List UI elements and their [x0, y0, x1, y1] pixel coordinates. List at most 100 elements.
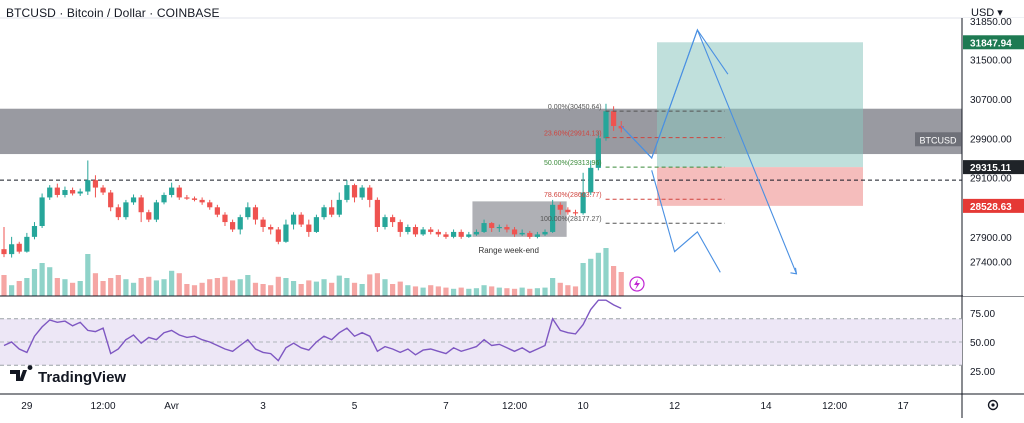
currency-selector[interactable]: USD ▾	[971, 6, 1003, 19]
candle-body	[565, 209, 571, 213]
volume-bar	[153, 280, 159, 296]
candle-body	[54, 187, 60, 195]
candle-body	[108, 192, 114, 208]
volume-bar	[62, 279, 68, 296]
volume-bar	[329, 282, 335, 296]
volume-bar	[542, 287, 548, 296]
price-tick-label: 27400.00	[970, 258, 1012, 269]
volume-bar	[588, 258, 594, 296]
candle-body	[443, 234, 449, 237]
candle-body	[496, 227, 502, 229]
volume-bar	[252, 282, 259, 296]
candle-body	[260, 219, 266, 227]
candle-body	[191, 198, 198, 200]
time-tick-label: 10	[578, 401, 590, 412]
volume-bar	[527, 288, 533, 296]
volume-bar	[359, 284, 365, 296]
volume-bar	[321, 279, 327, 296]
volume-bar	[496, 287, 502, 296]
symbol-tag	[915, 132, 961, 147]
candle-body	[572, 212, 579, 214]
rsi-tick-label: 50.00	[970, 338, 995, 349]
time-tick-label: 12:00	[502, 401, 527, 412]
candle-body	[268, 227, 274, 230]
candle-body	[435, 231, 441, 235]
volume-bar	[39, 263, 45, 296]
price-badge	[963, 198, 1024, 213]
price-tick-label: 29100.00	[970, 174, 1012, 185]
candle-body	[237, 217, 243, 230]
projection-arrowhead	[790, 267, 798, 275]
candle-body	[527, 232, 533, 237]
candle-body	[313, 217, 320, 232]
volume-bar	[214, 278, 220, 296]
candle-body	[252, 207, 259, 220]
candle-body	[367, 187, 373, 200]
volume-bar	[230, 280, 236, 296]
volume-bar	[412, 286, 419, 296]
gear-icon-hub	[991, 403, 995, 407]
candle-body	[230, 222, 236, 230]
volume-bar	[405, 285, 411, 296]
volume-bar	[237, 279, 243, 296]
candle-body	[557, 204, 563, 210]
volume-bar	[123, 279, 129, 296]
candle-body	[47, 187, 53, 198]
tradingview-logo-icon	[10, 365, 33, 381]
price-badge	[963, 35, 1024, 50]
volume-bar	[336, 275, 342, 296]
candle-body	[351, 185, 358, 198]
fib-label: 23.60%(29914.13)	[544, 131, 602, 138]
volume-bar	[603, 248, 609, 296]
volume-bar	[16, 281, 22, 296]
volume-bar	[428, 285, 434, 296]
volume-bar	[161, 279, 167, 296]
volume-bar	[47, 267, 53, 296]
candle-body	[580, 192, 586, 214]
candle-body	[169, 187, 175, 195]
fib-label: 100.00%(28177.27)	[540, 216, 602, 223]
candle-body	[153, 202, 159, 220]
gear-icon[interactable]	[987, 399, 999, 411]
rsi-tick-label: 75.00	[970, 309, 995, 320]
candle-body	[1, 249, 7, 255]
fib-label: 50.00%(29313.96)	[544, 160, 602, 167]
volume-bar	[618, 272, 624, 296]
price-tick-label: 30700.00	[970, 95, 1012, 106]
chart-title: BTCUSD · Bitcoin / Dollar · COINBASE	[6, 6, 220, 20]
candle-body	[16, 243, 22, 252]
price-axis-bg	[963, 18, 1024, 296]
currency-label: USD	[971, 7, 995, 19]
candle-body	[458, 231, 464, 237]
candle-body	[390, 217, 396, 223]
candle-body	[184, 197, 190, 199]
volume-bar	[100, 281, 106, 296]
volume-bar	[466, 288, 472, 296]
range-box-label: Range week-end	[478, 246, 538, 255]
candle-body	[428, 229, 434, 232]
volume-bar	[534, 288, 540, 296]
candle-body	[161, 194, 167, 203]
fib-label: 0.00%(30450.64)	[548, 104, 602, 111]
volume-bar	[176, 273, 182, 296]
volume-bar	[69, 282, 76, 296]
volume-bar	[290, 281, 297, 296]
candle-body	[336, 199, 342, 215]
volume-bar	[344, 278, 350, 296]
volume-bar	[595, 252, 601, 296]
volume-bar	[557, 282, 563, 296]
candle-body	[115, 207, 121, 218]
candle-body	[603, 111, 609, 139]
volume-bar	[550, 278, 556, 296]
candle-body	[473, 231, 480, 235]
candle-body	[519, 232, 525, 235]
candle-body	[31, 226, 38, 237]
price-badge-label: 31847.94	[970, 38, 1012, 49]
volume-bar	[306, 280, 312, 296]
volume-bar	[199, 282, 205, 296]
volume-bar	[580, 263, 586, 296]
candle-body	[39, 197, 45, 227]
volume-bar	[146, 276, 152, 296]
volume-bar	[382, 279, 388, 296]
volume-bar	[260, 284, 266, 296]
